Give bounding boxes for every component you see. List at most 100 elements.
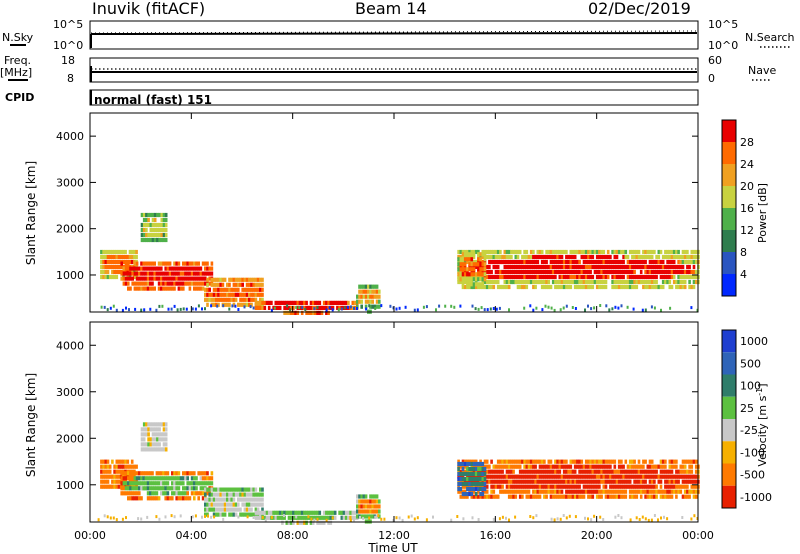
- echo-cell: [234, 277, 238, 282]
- echo-cell: [595, 474, 599, 479]
- echo-cell: [254, 297, 258, 302]
- echo-cell: [525, 489, 529, 494]
- echo-cell: [166, 491, 170, 496]
- echo-cell: [104, 264, 108, 270]
- echo-cell: [578, 279, 581, 285]
- echo-cell: [483, 252, 487, 257]
- echo-cell: [206, 497, 209, 502]
- echo-cell: [170, 514, 173, 518]
- echo-cell: [325, 305, 328, 310]
- echo-cell: [635, 284, 639, 290]
- colorbar-swatch: [722, 164, 736, 186]
- echo-cell: [549, 484, 553, 489]
- echo-cell: [501, 259, 504, 265]
- echo-cell: [481, 481, 485, 487]
- x-tick-label: 12:00: [378, 529, 410, 542]
- echo-cell: [565, 274, 568, 280]
- echo-cell: [666, 254, 669, 260]
- echo-cell: [503, 269, 507, 275]
- echo-cell: [171, 496, 174, 501]
- echo-cell: [146, 471, 150, 476]
- echo-cell: [637, 464, 641, 469]
- echo-cell: [305, 515, 308, 520]
- echo-cell: [204, 271, 207, 276]
- echo-cell: [494, 274, 498, 280]
- echo-cell: [479, 282, 482, 287]
- echo-cell: [147, 442, 150, 447]
- cpid-strip: CPID normal (fast) 151: [5, 89, 699, 107]
- echo-cell: [512, 469, 515, 474]
- echo-cell: [160, 266, 163, 271]
- echo-cell: [499, 459, 502, 464]
- echo-cell: [237, 507, 240, 512]
- echo-cell: [501, 274, 504, 280]
- echo-cell: [659, 264, 663, 270]
- echo-cell: [461, 284, 465, 290]
- echo-cell: [120, 486, 123, 491]
- echo-cell: [536, 264, 540, 270]
- echo-cell: [681, 269, 685, 275]
- echo-cell: [485, 494, 489, 499]
- echo-cell: [694, 249, 698, 255]
- echo-cell: [668, 279, 672, 285]
- echo-cell: [488, 469, 491, 474]
- echo-cell: [657, 269, 661, 275]
- echo-cell: [182, 471, 185, 476]
- echo-cell: [281, 510, 284, 515]
- echo-cell: [556, 279, 559, 285]
- echo-cell: [287, 300, 291, 305]
- echo-cell: [543, 474, 546, 479]
- echo-cell: [182, 481, 185, 486]
- echo-cell: [463, 461, 467, 467]
- echo-cell: [628, 469, 632, 474]
- echo-cell: [217, 502, 220, 507]
- echo-cell: [516, 484, 520, 489]
- echo-cell: [162, 486, 165, 491]
- echo-cell: [477, 252, 480, 257]
- echo-cell: [514, 459, 518, 464]
- echo-cell: [503, 279, 507, 285]
- echo-cell: [600, 259, 603, 265]
- echo-cell: [316, 510, 319, 515]
- echo-cell: [622, 254, 625, 260]
- echo-cell: [534, 459, 537, 464]
- echo-cell: [461, 469, 465, 474]
- echo-cell: [562, 459, 566, 464]
- echo-cell: [510, 274, 513, 280]
- echo-cell: [694, 494, 698, 499]
- echo-cell: [250, 287, 253, 292]
- echo-cell: [694, 269, 698, 275]
- echo-cell: [648, 279, 652, 285]
- echo-cell: [356, 499, 359, 504]
- echo-cell: [153, 486, 156, 491]
- echo-cell: [587, 459, 590, 464]
- echo-cell: [343, 306, 346, 310]
- echo-cell: [472, 471, 476, 477]
- echo-cell: [182, 496, 185, 501]
- echo-cell: [221, 512, 225, 517]
- echo-cell: [243, 507, 247, 512]
- echo-cell: [655, 269, 658, 275]
- echo-cell: [470, 267, 474, 272]
- echo-cell: [624, 249, 628, 255]
- echo-cell: [193, 496, 196, 501]
- echo-cell: [138, 486, 141, 491]
- echo-cell: [144, 266, 148, 271]
- echo-cell: [615, 489, 619, 494]
- freq-unit: [MHz]: [0, 66, 32, 79]
- echo-cell: [529, 474, 533, 479]
- echo-cell: [492, 264, 496, 270]
- echo-cell: [569, 284, 573, 290]
- echo-cell: [133, 254, 136, 260]
- echo-cell: [543, 259, 546, 265]
- echo-cell: [221, 297, 225, 302]
- echo-cell: [318, 305, 322, 310]
- echo-cell: [624, 469, 628, 474]
- echo-cell: [532, 459, 535, 464]
- echo-cell: [474, 282, 478, 287]
- echo-cell: [503, 489, 507, 494]
- echo-cell: [259, 510, 262, 515]
- echo-cell: [477, 254, 480, 260]
- echo-cell: [598, 484, 601, 489]
